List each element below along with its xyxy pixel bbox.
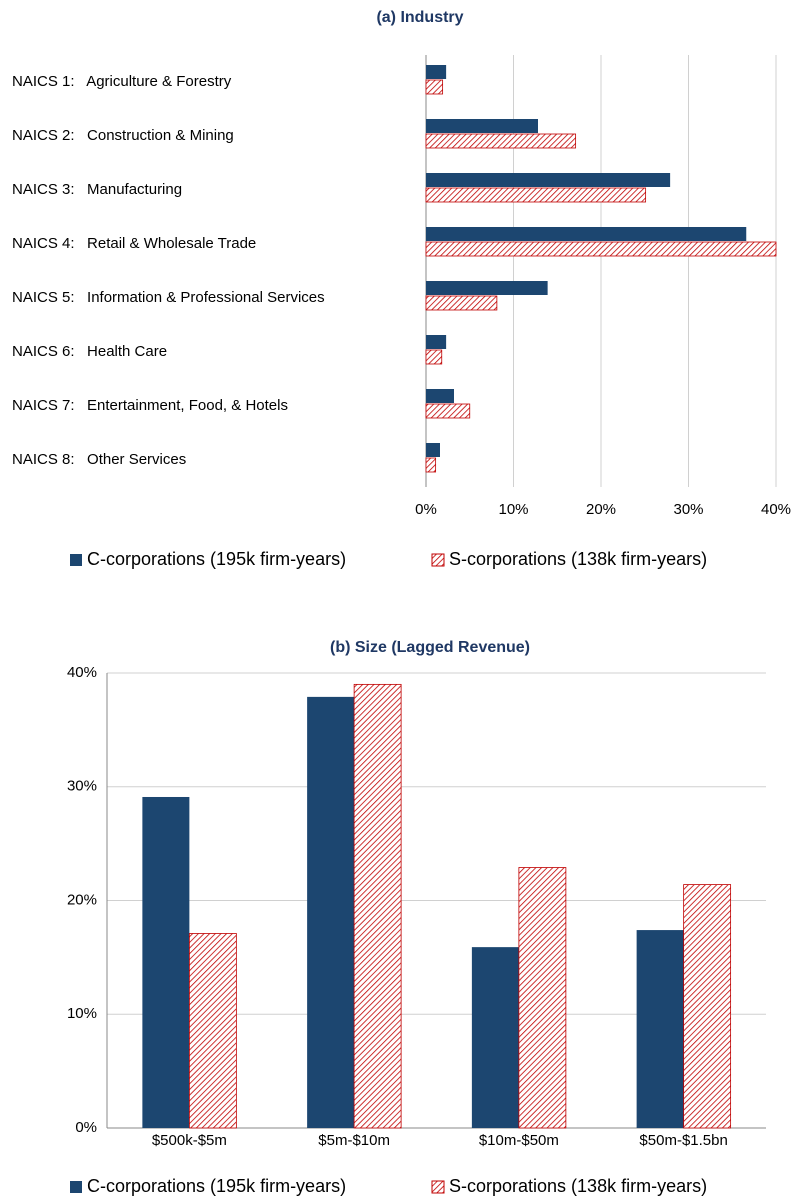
legend-label: S-corporations (138k firm-years): [449, 1176, 707, 1196]
legend-swatch: [431, 553, 445, 567]
bar: [425, 295, 498, 311]
bar: [426, 173, 671, 187]
bar: [471, 947, 519, 1128]
bar: [426, 227, 747, 241]
x-tick-label: $10m-$50m: [479, 1132, 559, 1149]
bar: [425, 349, 443, 365]
category-label: NAICS 2: Construction & Mining: [12, 127, 234, 144]
category-label: NAICS 6: Health Care: [12, 343, 167, 360]
y-tick-label: 20%: [67, 891, 97, 908]
category-label: NAICS 4: Retail & Wholesale Trade: [12, 235, 256, 252]
legend-label: C-corporations (195k firm-years): [87, 549, 346, 569]
chart-title: (a) Industry: [376, 9, 463, 26]
bar: [425, 403, 471, 419]
category-label: NAICS 5: Information & Professional Serv…: [12, 289, 325, 306]
bar: [425, 241, 777, 257]
category-label: NAICS 1: Agriculture & Forestry: [12, 73, 232, 90]
bar: [683, 884, 732, 1129]
bar: [426, 443, 440, 457]
x-tick-label: 0%: [415, 501, 437, 518]
bar: [426, 119, 538, 133]
category-label: NAICS 8: Other Services: [12, 451, 186, 468]
bar: [426, 335, 447, 349]
bar: [518, 867, 567, 1129]
x-tick-label: 10%: [498, 501, 528, 518]
legend-label: C-corporations (195k firm-years): [87, 1176, 346, 1196]
bar: [426, 389, 454, 403]
legend-swatch: [70, 1181, 82, 1193]
category-label: NAICS 7: Entertainment, Food, & Hotels: [12, 397, 288, 414]
y-tick-label: 0%: [75, 1119, 97, 1136]
category-label: NAICS 3: Manufacturing: [12, 181, 182, 198]
bar: [425, 457, 437, 473]
bar: [426, 65, 447, 79]
legend-swatch: [431, 1180, 445, 1194]
y-tick-label: 40%: [67, 664, 97, 681]
label-mask: [400, 55, 422, 487]
x-tick-label: 20%: [586, 501, 616, 518]
legend-label: S-corporations (138k firm-years): [449, 549, 707, 569]
bar: [142, 796, 190, 1128]
bar: [307, 696, 355, 1128]
x-tick-label: 30%: [673, 501, 703, 518]
bar: [425, 79, 444, 95]
bar: [426, 281, 548, 295]
bar: [636, 930, 684, 1128]
bar: [425, 187, 647, 203]
x-tick-label: $5m-$10m: [318, 1132, 390, 1149]
bar: [188, 933, 237, 1129]
y-tick-label: 30%: [67, 778, 97, 795]
legend-swatch: [70, 554, 82, 566]
bar: [353, 683, 402, 1129]
x-tick-label: $500k-$5m: [152, 1132, 227, 1149]
x-tick-label: 40%: [761, 501, 791, 518]
chart-title: (b) Size (Lagged Revenue): [330, 639, 530, 656]
bar: [425, 133, 577, 149]
x-tick-label: $50m-$1.5bn: [639, 1132, 727, 1149]
y-tick-label: 10%: [67, 1005, 97, 1022]
